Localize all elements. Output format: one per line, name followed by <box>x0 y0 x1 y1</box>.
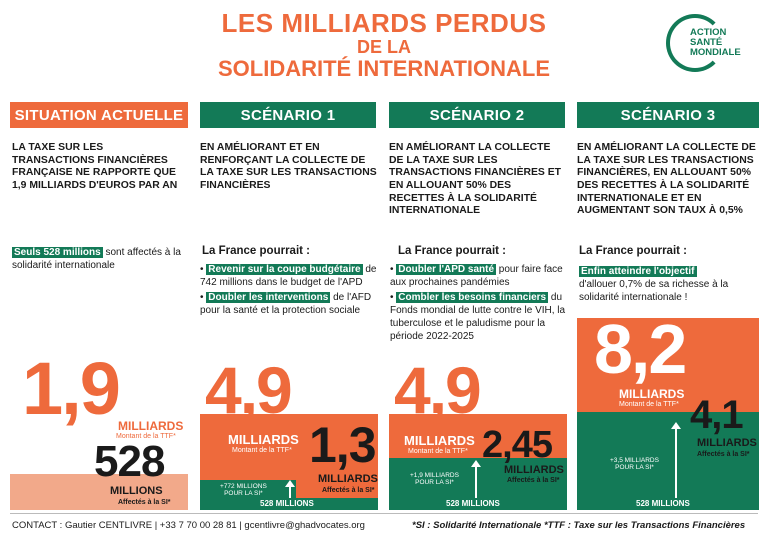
scenario-1-base: 528 MILLIONS <box>260 499 314 508</box>
description-scenario-3: EN AMÉLIORANT LA COLLECTE DE LA TAXE SUR… <box>577 142 756 217</box>
scenario-3-bullet-1: Enfin atteindre l'objectif d'allouer 0,7%… <box>579 266 729 303</box>
scenario-1-si-block <box>200 480 296 498</box>
scenario-2-big-unit: MILLIARDS <box>404 433 475 448</box>
description-scenario-2: EN AMÉLIORANT LA COLLECTE DE LA TAXE SUR… <box>389 142 562 217</box>
scenario-3-si-block <box>577 412 759 498</box>
situation-note: Seuls 528 millions sont affectés à la so… <box>12 247 181 271</box>
scenario-1-small-caption: Affectés à la SI* <box>322 487 375 494</box>
footer-legend: *SI : Solidarité Internationale *TTF : T… <box>412 520 746 531</box>
scenario-3-small-value: 4,1 <box>690 393 744 437</box>
scenario-3-small-unit: MILLIARDS <box>697 437 757 449</box>
logo-circle-icon <box>666 14 724 72</box>
france-pourrait-1: La France pourrait : <box>202 245 310 257</box>
scenario-1-small-value: 1,3 <box>309 417 377 473</box>
france-pourrait-3: La France pourrait : <box>579 245 687 257</box>
scenario-3-big-value: 8,2 <box>594 310 687 388</box>
scenario-3-big-caption: Montant de la TTF* <box>619 401 679 408</box>
situation-big-caption: Montant de la TTF* <box>116 433 176 440</box>
scenario-2-plus: +1,9 MILLIARDS POUR LA SI* <box>410 472 459 486</box>
scenario-2-base-block <box>389 498 567 510</box>
scenario-1-bullet-2: • Doubler les interventions de l'AFD pou… <box>200 292 372 316</box>
footer-contact: CONTACT : Gautier CENTLIVRE | +33 7 70 0… <box>12 520 365 531</box>
scenario-1-plus: +772 MILLIONS POUR LA SI* <box>220 483 267 497</box>
scenario-1-big-value: 4,9 <box>205 353 293 427</box>
title-line-2: DE LA <box>357 37 411 57</box>
scenario-2-small-value: 2,45 <box>482 424 553 466</box>
situation-small-unit: MILLIONS <box>110 485 163 497</box>
scenario-3-big-unit: MILLIARDS <box>619 387 685 401</box>
scenario-1-bullet-1: • Revenir sur la coupe budgétaire de 742… <box>200 264 377 288</box>
scenario-2-base: 528 MILLIONS <box>446 499 500 508</box>
scenario-1-big-caption: Montant de la TTF* <box>232 447 292 454</box>
scenario-3-base-block <box>577 498 759 510</box>
scenario-3-small-caption: Affectés à la SI* <box>697 451 750 458</box>
column-heading-scenario-1: SCÉNARIO 1 <box>200 102 376 128</box>
action-sante-mondiale-logo: ACTION SANTÉ MONDIALE <box>666 14 758 76</box>
scenario-2-big-value: 4,9 <box>394 353 482 427</box>
situation-small-value: 528 <box>94 437 165 486</box>
scenario-2-big-caption: Montant de la TTF* <box>408 448 468 455</box>
scenario-2-bullet-2: • Combler les besoins financiers du Fond… <box>390 292 566 342</box>
situation-big-value: 1,9 <box>22 347 121 430</box>
situation-big-unit: MILLIARDS <box>118 419 184 433</box>
title-line-3: SOLIDARITÉ INTERNATIONALE <box>217 56 551 81</box>
scenario-2-small-unit: MILLIARDS <box>504 464 564 476</box>
scenario-3-base: 528 MILLIONS <box>636 499 690 508</box>
scenario-1-small-unit: MILLIARDS <box>318 473 378 485</box>
description-scenario-1: EN AMÉLIORANT ET EN RENFORÇANT LA COLLEC… <box>200 142 377 192</box>
footer-divider <box>10 513 758 514</box>
scenario-3-plus: +3,5 MILLIARDS POUR LA SI* <box>610 457 659 471</box>
column-heading-situation: SITUATION ACTUELLE <box>10 102 188 128</box>
scenario-1-big-unit: MILLIARDS <box>228 432 299 447</box>
france-pourrait-2: La France pourrait : <box>398 245 506 257</box>
description-situation: LA TAXE SUR LES TRANSACTIONS FINANCIÈRES… <box>12 142 178 192</box>
scenario-2-small-caption: Affectés à la SI* <box>507 477 560 484</box>
scenario-3-arrow-icon <box>671 422 681 498</box>
column-heading-scenario-3: SCÉNARIO 3 <box>577 102 759 128</box>
situation-si-block <box>10 474 188 510</box>
scenario-2-bullet-1: • Doubler l'APD santé pour faire face au… <box>390 264 563 288</box>
logo-text: ACTION SANTÉ MONDIALE <box>690 27 741 58</box>
title-line-1: LES MILLIARDS PERDUS <box>221 8 547 38</box>
situation-small-caption: Affectés à la SI* <box>118 499 171 506</box>
column-heading-scenario-2: SCÉNARIO 2 <box>389 102 565 128</box>
scenario-1-arrow-icon <box>285 480 295 498</box>
scenario-2-arrow-icon <box>471 460 481 498</box>
scenario-1-base-block <box>200 498 378 510</box>
